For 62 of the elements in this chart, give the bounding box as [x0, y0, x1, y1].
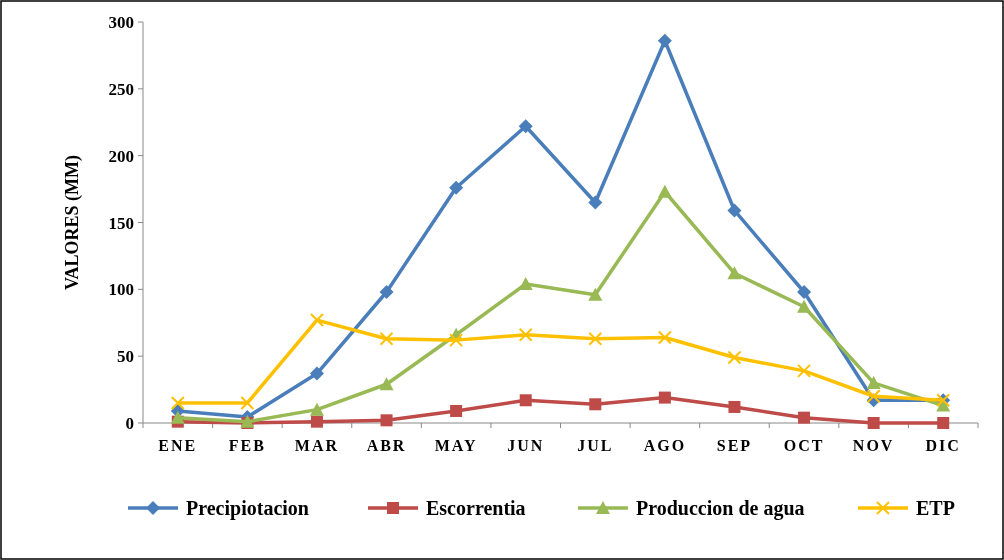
point: [658, 391, 671, 404]
point: [727, 266, 742, 280]
point: [657, 184, 672, 198]
point: [588, 331, 603, 346]
x-tick-label: DIC: [925, 437, 961, 454]
x-tick-label: ABR: [366, 437, 407, 454]
x-tick-label: NOV: [852, 437, 895, 454]
point: [449, 333, 464, 348]
x-tick-label: ENE: [158, 437, 198, 454]
y-tick-label: 50: [117, 347, 134, 367]
point: [518, 276, 533, 290]
y-tick-label: 200: [108, 146, 134, 166]
point: [589, 398, 602, 411]
x-tick-label: MAY: [434, 437, 478, 454]
point: [797, 363, 812, 378]
point: [588, 287, 603, 301]
point: [309, 366, 324, 381]
point: [866, 389, 881, 404]
legend-label: Escorrentia: [426, 497, 526, 519]
y-tick-label: 150: [108, 213, 134, 233]
point: [309, 402, 324, 416]
point: [518, 327, 533, 342]
point: [867, 417, 880, 429]
point: [727, 203, 742, 218]
x-tick-label: AGO: [643, 437, 687, 454]
x-tick-label: JUL: [577, 437, 614, 454]
point: [240, 395, 255, 410]
point: [379, 377, 394, 391]
point: [379, 331, 394, 346]
y-axis-title: VALORES (MM): [62, 154, 83, 291]
point: [937, 417, 950, 429]
x-tick-label: OCT: [783, 437, 825, 454]
point: [728, 400, 741, 413]
legend-label: Produccion de agua: [636, 497, 805, 520]
point: [309, 313, 324, 328]
point: [379, 285, 394, 300]
y-tick-label: 100: [108, 280, 134, 300]
point: [657, 33, 672, 48]
point: [588, 195, 603, 210]
point: [798, 411, 811, 424]
point: [380, 414, 393, 427]
point: [866, 375, 881, 389]
point: [727, 350, 742, 365]
x-tick-label: MAR: [294, 437, 340, 454]
point: [797, 285, 812, 300]
y-tick-label: 300: [108, 13, 134, 32]
legend-label: ETP: [916, 497, 955, 519]
y-tick-label: 0: [125, 414, 134, 433]
point: [310, 415, 323, 428]
legend-label: Precipiotacion: [186, 497, 309, 520]
point: [450, 404, 463, 417]
point: [519, 394, 532, 407]
x-tick-label: FEB: [228, 437, 266, 454]
point: [657, 330, 672, 345]
x-tick-label: SEP: [716, 437, 753, 454]
point: [170, 395, 185, 410]
point: [797, 299, 812, 313]
point: [518, 119, 533, 134]
x-tick-label: JUN: [507, 437, 545, 454]
point: [449, 180, 464, 195]
y-tick-label: 250: [108, 79, 134, 99]
point: [170, 410, 185, 424]
